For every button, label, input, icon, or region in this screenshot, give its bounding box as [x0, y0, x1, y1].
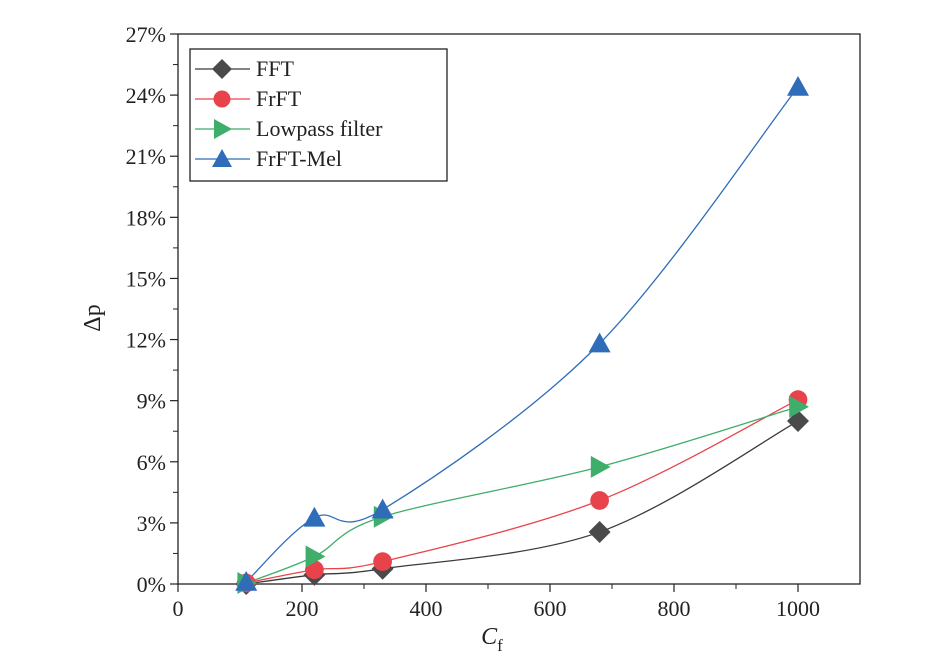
legend-marker-frft — [213, 90, 231, 108]
y-tick-label: 15% — [126, 266, 166, 291]
x-tick-label: 600 — [534, 596, 567, 621]
y-tick-label: 21% — [126, 144, 166, 169]
y-axis-ticks: 0% 3% 6% 9% 12% 15% 18% 21% 24% 27% — [126, 22, 178, 597]
y-tick-label: 12% — [126, 328, 166, 353]
legend-label-frft-mel: FrFT-Mel — [256, 146, 342, 171]
y-tick-label: 27% — [126, 22, 166, 47]
legend-marker-lowpass-filter — [214, 119, 232, 139]
data-point-lowpass-filter — [789, 395, 809, 418]
y-tick-label: 18% — [126, 205, 166, 230]
y-tick-label: 6% — [137, 450, 166, 475]
y-axis-title: Δp — [80, 304, 106, 331]
data-point-frft-mel — [787, 75, 809, 96]
y-tick-label: 9% — [137, 389, 166, 414]
y-tick-label: 0% — [137, 572, 166, 597]
legend-marker-fft — [212, 59, 232, 79]
data-point-lowpass-filter — [305, 545, 326, 568]
data-point-frft-mel — [235, 570, 258, 591]
data-point-frft-mel — [588, 332, 611, 353]
y-tick-label: 3% — [137, 511, 166, 536]
legend-label-lowpass-filter: Lowpass filter — [256, 116, 383, 141]
x-tick-label: 400 — [410, 596, 443, 621]
series-line-frft — [246, 399, 799, 584]
data-point-frft — [373, 552, 392, 571]
series-line-lowpass-filter — [245, 406, 799, 584]
legend-marker-frft-mel — [212, 149, 232, 167]
data-point-frft-mel — [303, 506, 326, 527]
data-point-lowpass-filter — [590, 455, 611, 478]
x-axis-ticks: 0 200 400 600 800 1000 — [173, 584, 820, 621]
x-tick-label: 200 — [286, 596, 319, 621]
x-axis-title: Cf — [481, 624, 503, 655]
x-tick-label: 800 — [658, 596, 691, 621]
legend-items: FFT FrFT Lowpass filter FrFT-Mel — [195, 56, 383, 171]
series-line-fft — [246, 420, 799, 585]
data-point-fft — [588, 521, 611, 544]
series-markers — [235, 75, 809, 595]
legend-label-frft: FrFT — [256, 86, 302, 111]
legend-label-fft: FFT — [256, 56, 294, 81]
x-tick-label: 0 — [173, 596, 184, 621]
data-point-frft — [590, 491, 609, 510]
data-point-frft-mel — [371, 498, 394, 519]
x-axis-title-subscript: f — [497, 636, 503, 655]
x-tick-label: 1000 — [776, 596, 820, 621]
y-tick-label: 24% — [126, 83, 166, 108]
legend: FFT FrFT Lowpass filter FrFT-Mel — [189, 48, 448, 182]
